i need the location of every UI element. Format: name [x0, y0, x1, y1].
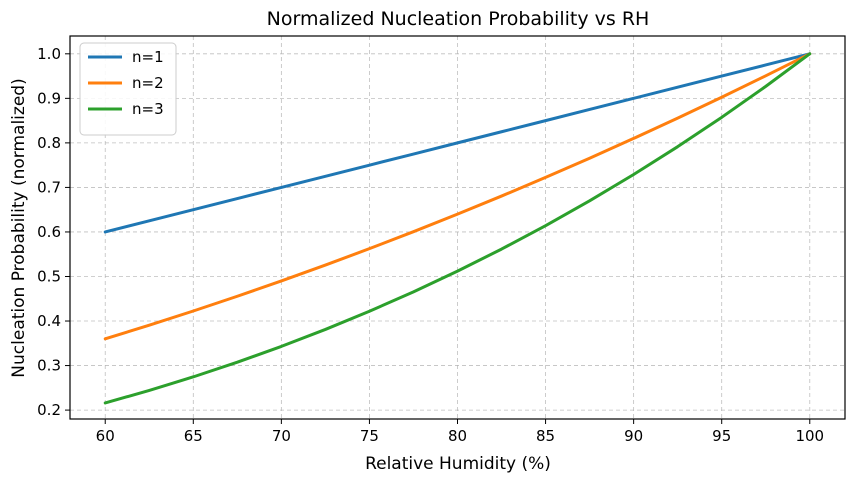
- chart-title: Normalized Nucleation Probability vs RH: [267, 8, 650, 30]
- x-tick-label: 60: [96, 427, 115, 445]
- legend-label: n=1: [132, 48, 164, 66]
- x-tick-label: 75: [360, 427, 379, 445]
- x-axis-label: Relative Humidity (%): [365, 454, 551, 474]
- series-line-n-3: [103, 52, 812, 405]
- series-line-n-2: [103, 52, 812, 341]
- y-axis-ticks: 0.2 0.3 0.4 0.5 0.6 0.7 0.8 0.9 1.0: [37, 45, 70, 419]
- y-tick-label: 0.3: [37, 357, 61, 375]
- x-axis-ticks: 60 65 70 75 80 85 90 95 100: [96, 419, 824, 445]
- x-tick-label: 100: [795, 427, 824, 445]
- x-tick-label: 70: [272, 427, 291, 445]
- legend-box: [79, 42, 177, 136]
- legend-label: n=3: [132, 100, 164, 118]
- y-tick-label: 0.7: [37, 178, 61, 196]
- y-tick-label: 0.4: [37, 312, 61, 330]
- legend-label: n=2: [132, 74, 164, 92]
- x-tick-label: 80: [448, 427, 467, 445]
- x-tick-label: 65: [184, 427, 203, 445]
- y-tick-label: 1.0: [37, 45, 61, 63]
- series-lines: [103, 52, 812, 405]
- y-axis-label: Nucleation Probability (normalized): [9, 78, 29, 377]
- y-tick-label: 0.6: [37, 223, 61, 241]
- x-tick-label: 85: [536, 427, 555, 445]
- y-tick-label: 0.5: [37, 267, 61, 285]
- y-tick-label: 0.9: [37, 89, 61, 107]
- x-tick-label: 95: [712, 427, 731, 445]
- y-tick-label: 0.2: [37, 401, 61, 419]
- x-tick-label: 90: [624, 427, 643, 445]
- y-tick-label: 0.8: [37, 134, 61, 152]
- legend: n=1 n=2 n=3: [79, 42, 177, 136]
- series-line-n-1: [103, 52, 812, 234]
